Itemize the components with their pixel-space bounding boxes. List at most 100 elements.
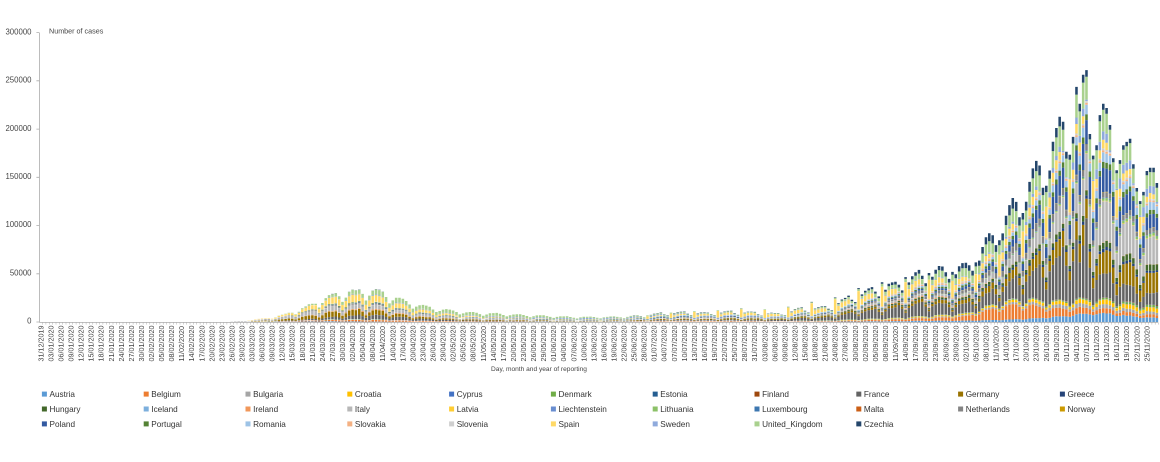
- svg-text:11/10/2020: 11/10/2020: [992, 326, 1001, 361]
- svg-text:Estonia: Estonia: [660, 390, 688, 399]
- svg-text:Spain: Spain: [559, 420, 580, 429]
- svg-text:Slovenia: Slovenia: [457, 420, 489, 429]
- svg-text:23/02/2020: 23/02/2020: [217, 326, 226, 362]
- svg-text:24/08/2020: 24/08/2020: [831, 326, 840, 362]
- svg-text:16/11/2020: 16/11/2020: [1112, 326, 1121, 361]
- svg-text:04/07/2020: 04/07/2020: [660, 326, 669, 362]
- svg-text:12/08/2020: 12/08/2020: [790, 326, 799, 362]
- svg-text:07/07/2020: 07/07/2020: [670, 326, 679, 362]
- svg-text:12/03/2020: 12/03/2020: [278, 326, 287, 362]
- svg-text:08/04/2020: 08/04/2020: [368, 326, 377, 362]
- svg-text:France: France: [864, 390, 890, 399]
- svg-text:14/04/2020: 14/04/2020: [388, 326, 397, 362]
- svg-text:02/02/2020: 02/02/2020: [147, 326, 156, 362]
- svg-text:27/08/2020: 27/08/2020: [841, 326, 850, 362]
- svg-text:15/03/2020: 15/03/2020: [288, 326, 297, 362]
- svg-text:29/05/2020: 29/05/2020: [539, 326, 548, 362]
- svg-text:09/03/2020: 09/03/2020: [268, 326, 277, 362]
- svg-text:04/06/2020: 04/06/2020: [559, 326, 568, 362]
- svg-text:Bulgaria: Bulgaria: [253, 390, 283, 399]
- svg-text:31/12/2019: 31/12/2019: [36, 326, 45, 362]
- svg-text:Malta: Malta: [864, 405, 884, 414]
- svg-text:10/11/2020: 10/11/2020: [1092, 326, 1101, 361]
- svg-text:15/08/2020: 15/08/2020: [801, 326, 810, 362]
- svg-text:20/05/2020: 20/05/2020: [509, 326, 518, 362]
- svg-text:11/04/2020: 11/04/2020: [378, 326, 387, 361]
- svg-text:Poland: Poland: [50, 420, 76, 429]
- svg-text:Sweden: Sweden: [660, 420, 690, 429]
- svg-text:14/09/2020: 14/09/2020: [901, 326, 910, 362]
- svg-text:09/08/2020: 09/08/2020: [780, 326, 789, 362]
- svg-text:11/09/2020: 11/09/2020: [891, 326, 900, 361]
- svg-text:United_Kingdom: United_Kingdom: [762, 420, 823, 429]
- svg-text:26/05/2020: 26/05/2020: [529, 326, 538, 362]
- svg-text:Luxembourg: Luxembourg: [762, 405, 808, 414]
- svg-text:28/07/2020: 28/07/2020: [740, 326, 749, 362]
- svg-text:05/05/2020: 05/05/2020: [459, 326, 468, 362]
- svg-text:08/10/2020: 08/10/2020: [982, 326, 991, 362]
- svg-text:13/07/2020: 13/07/2020: [690, 326, 699, 362]
- svg-text:17/02/2020: 17/02/2020: [197, 326, 206, 362]
- svg-text:23/04/2020: 23/04/2020: [418, 326, 427, 362]
- svg-text:11/02/2020: 11/02/2020: [177, 326, 186, 361]
- svg-text:19/06/2020: 19/06/2020: [610, 326, 619, 362]
- svg-text:Germany: Germany: [966, 390, 1001, 399]
- svg-text:20/04/2020: 20/04/2020: [408, 326, 417, 362]
- svg-text:Lithuania: Lithuania: [660, 405, 694, 414]
- svg-text:300000: 300000: [5, 27, 32, 36]
- svg-text:30/03/2020: 30/03/2020: [338, 326, 347, 362]
- svg-text:27/03/2020: 27/03/2020: [328, 326, 337, 362]
- svg-text:05/04/2020: 05/04/2020: [358, 326, 367, 362]
- svg-text:0: 0: [27, 317, 32, 326]
- svg-text:03/03/2020: 03/03/2020: [248, 326, 257, 362]
- svg-text:Latvia: Latvia: [457, 405, 479, 414]
- svg-text:08/09/2020: 08/09/2020: [881, 326, 890, 362]
- svg-text:17/10/2020: 17/10/2020: [1012, 326, 1021, 362]
- svg-text:Slovakia: Slovakia: [355, 420, 386, 429]
- svg-text:11/05/2020: 11/05/2020: [479, 326, 488, 361]
- svg-text:17/09/2020: 17/09/2020: [911, 326, 920, 362]
- svg-text:01/06/2020: 01/06/2020: [549, 326, 558, 362]
- svg-text:10/06/2020: 10/06/2020: [579, 326, 588, 362]
- svg-text:17/04/2020: 17/04/2020: [398, 326, 407, 362]
- svg-text:12/01/2020: 12/01/2020: [77, 326, 86, 362]
- svg-text:Greece: Greece: [1068, 390, 1095, 399]
- svg-text:20/09/2020: 20/09/2020: [921, 326, 930, 362]
- svg-text:22/06/2020: 22/06/2020: [620, 326, 629, 362]
- svg-text:19/11/2020: 19/11/2020: [1122, 326, 1131, 361]
- svg-text:05/09/2020: 05/09/2020: [871, 326, 880, 362]
- svg-text:50000: 50000: [10, 269, 32, 278]
- svg-text:29/02/2020: 29/02/2020: [238, 326, 247, 362]
- svg-text:Finland: Finland: [762, 390, 789, 399]
- svg-text:07/11/2020: 07/11/2020: [1082, 326, 1091, 361]
- svg-text:01/07/2020: 01/07/2020: [650, 326, 659, 362]
- svg-text:Netherlands: Netherlands: [966, 405, 1010, 414]
- svg-text:Number of cases: Number of cases: [49, 26, 104, 35]
- svg-text:02/05/2020: 02/05/2020: [449, 326, 458, 362]
- svg-text:21/01/2020: 21/01/2020: [107, 326, 116, 362]
- svg-text:31/07/2020: 31/07/2020: [750, 326, 759, 362]
- svg-text:20/10/2020: 20/10/2020: [1022, 326, 1031, 362]
- svg-text:Hungary: Hungary: [50, 405, 82, 414]
- svg-text:15/01/2020: 15/01/2020: [87, 326, 96, 362]
- svg-text:26/10/2020: 26/10/2020: [1042, 326, 1051, 362]
- svg-text:21/08/2020: 21/08/2020: [821, 326, 830, 362]
- svg-text:150000: 150000: [5, 172, 32, 181]
- svg-text:06/03/2020: 06/03/2020: [258, 326, 267, 362]
- svg-text:30/01/2020: 30/01/2020: [137, 326, 146, 362]
- svg-text:21/03/2020: 21/03/2020: [308, 326, 317, 362]
- svg-text:07/06/2020: 07/06/2020: [569, 326, 578, 362]
- svg-text:23/10/2020: 23/10/2020: [1032, 326, 1041, 362]
- svg-text:28/06/2020: 28/06/2020: [640, 326, 649, 362]
- svg-text:Liechtenstein: Liechtenstein: [559, 405, 608, 414]
- svg-text:26/02/2020: 26/02/2020: [227, 326, 236, 362]
- svg-text:13/06/2020: 13/06/2020: [589, 326, 598, 362]
- svg-text:29/10/2020: 29/10/2020: [1052, 326, 1061, 362]
- svg-text:04/11/2020: 04/11/2020: [1072, 326, 1081, 361]
- svg-text:16/07/2020: 16/07/2020: [700, 326, 709, 362]
- svg-text:250000: 250000: [5, 76, 32, 85]
- svg-text:30/08/2020: 30/08/2020: [851, 326, 860, 362]
- svg-text:18/08/2020: 18/08/2020: [811, 326, 820, 362]
- svg-text:10/07/2020: 10/07/2020: [680, 326, 689, 362]
- svg-text:20/02/2020: 20/02/2020: [207, 326, 216, 362]
